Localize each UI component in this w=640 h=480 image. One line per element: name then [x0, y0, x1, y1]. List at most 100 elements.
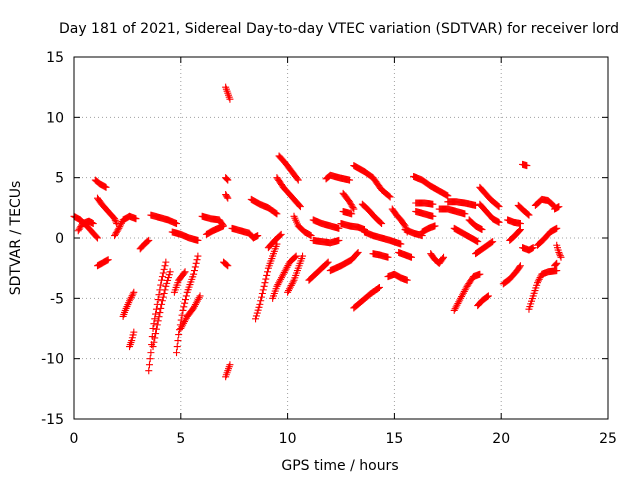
data-series-arc-05: [93, 194, 121, 228]
data-point: [299, 252, 307, 260]
data-point: [114, 226, 122, 234]
data-point: [75, 225, 83, 233]
data-series-arc-06: [111, 212, 140, 240]
data-point: [255, 303, 263, 311]
data-point: [407, 253, 415, 261]
data-point: [180, 269, 188, 277]
plot-frame: [73, 56, 609, 420]
data-point: [154, 296, 162, 304]
data-series-arc-25: [247, 195, 281, 218]
data-point: [202, 230, 210, 238]
data-series-arc-44: [369, 250, 392, 261]
data-point: [117, 221, 125, 229]
grid-lines: [74, 57, 608, 419]
data-point: [553, 224, 561, 232]
data-point: [384, 253, 392, 261]
data-series-arc-56: [450, 270, 484, 314]
data-series-arc-07: [119, 288, 138, 320]
data-point: [523, 210, 531, 218]
data-point: [403, 276, 411, 284]
data-point: [534, 277, 542, 285]
data-point: [173, 220, 181, 228]
data-series-arc-08: [126, 328, 138, 351]
data-point: [127, 293, 135, 301]
data-point: [166, 268, 174, 276]
data-point: [335, 224, 343, 232]
data-point: [385, 192, 393, 200]
data-series-arc-11: [149, 268, 174, 351]
data-series-arc-24: [252, 240, 281, 323]
data-point: [484, 292, 492, 300]
data-series-arc-12: [147, 211, 181, 228]
data-series-arc-74: [551, 259, 561, 270]
data-series-arc-71: [534, 224, 561, 249]
data-point: [252, 315, 260, 323]
data-point: [431, 222, 439, 230]
data-point: [179, 306, 187, 314]
data-point: [160, 265, 168, 273]
data-point: [296, 203, 304, 211]
data-series-arc-32: [305, 258, 332, 284]
data-point: [378, 220, 386, 228]
data-series-arc-33: [309, 216, 343, 232]
data-point: [223, 193, 231, 201]
data-point: [495, 203, 503, 211]
data-series-arc-45: [384, 270, 411, 284]
data-point: [516, 226, 524, 234]
data-series-arc-47: [395, 248, 415, 261]
data-point: [347, 201, 355, 209]
data-point: [253, 309, 261, 317]
data-point: [374, 284, 382, 292]
data-point: [535, 275, 543, 283]
data-series-arc-69: [525, 267, 561, 313]
data-point: [495, 218, 503, 226]
data-point: [128, 292, 136, 300]
data-point: [149, 325, 157, 332]
data-series-arc-18: [222, 83, 234, 103]
data-point: [272, 209, 280, 217]
data-series-arc-29: [269, 252, 300, 302]
data-point: [377, 219, 385, 227]
data-series-arc-38: [339, 189, 358, 213]
data-point: [254, 232, 262, 240]
data-series-arc-52: [418, 222, 439, 236]
data-point: [551, 261, 559, 269]
data-point: [181, 268, 189, 276]
data-point: [556, 252, 564, 260]
data-point: [553, 267, 561, 275]
data-point: [159, 269, 167, 277]
data-point: [104, 256, 112, 264]
data-series-arc-17: [198, 212, 228, 238]
data-point: [259, 286, 267, 294]
data-point: [293, 175, 301, 183]
data-series-arc-27: [275, 152, 302, 184]
data-point: [296, 202, 304, 210]
data-point: [324, 258, 332, 266]
data-point: [161, 262, 169, 270]
data-point: [149, 343, 157, 351]
data-point: [116, 223, 124, 231]
x-tick-label: 15: [385, 431, 403, 447]
data-point: [224, 194, 232, 202]
data-point: [536, 274, 544, 282]
data-point: [354, 248, 362, 256]
data-point: [173, 343, 181, 351]
data-point: [257, 297, 265, 305]
data-point: [196, 292, 204, 300]
data-point: [150, 320, 158, 328]
data-point: [476, 270, 484, 278]
data-series-arc-72: [551, 203, 563, 213]
data-point: [348, 202, 356, 210]
data-series-arc-50: [412, 199, 437, 208]
y-tick-label: -15: [41, 412, 64, 428]
data-point: [555, 203, 563, 211]
data-point: [89, 220, 97, 228]
data-point: [175, 331, 183, 339]
data-point: [74, 227, 82, 235]
data-point: [346, 199, 354, 207]
data-point: [158, 300, 166, 308]
data-point: [258, 293, 266, 301]
data-point: [111, 230, 119, 238]
data-point: [223, 175, 231, 183]
data-point: [126, 297, 134, 305]
